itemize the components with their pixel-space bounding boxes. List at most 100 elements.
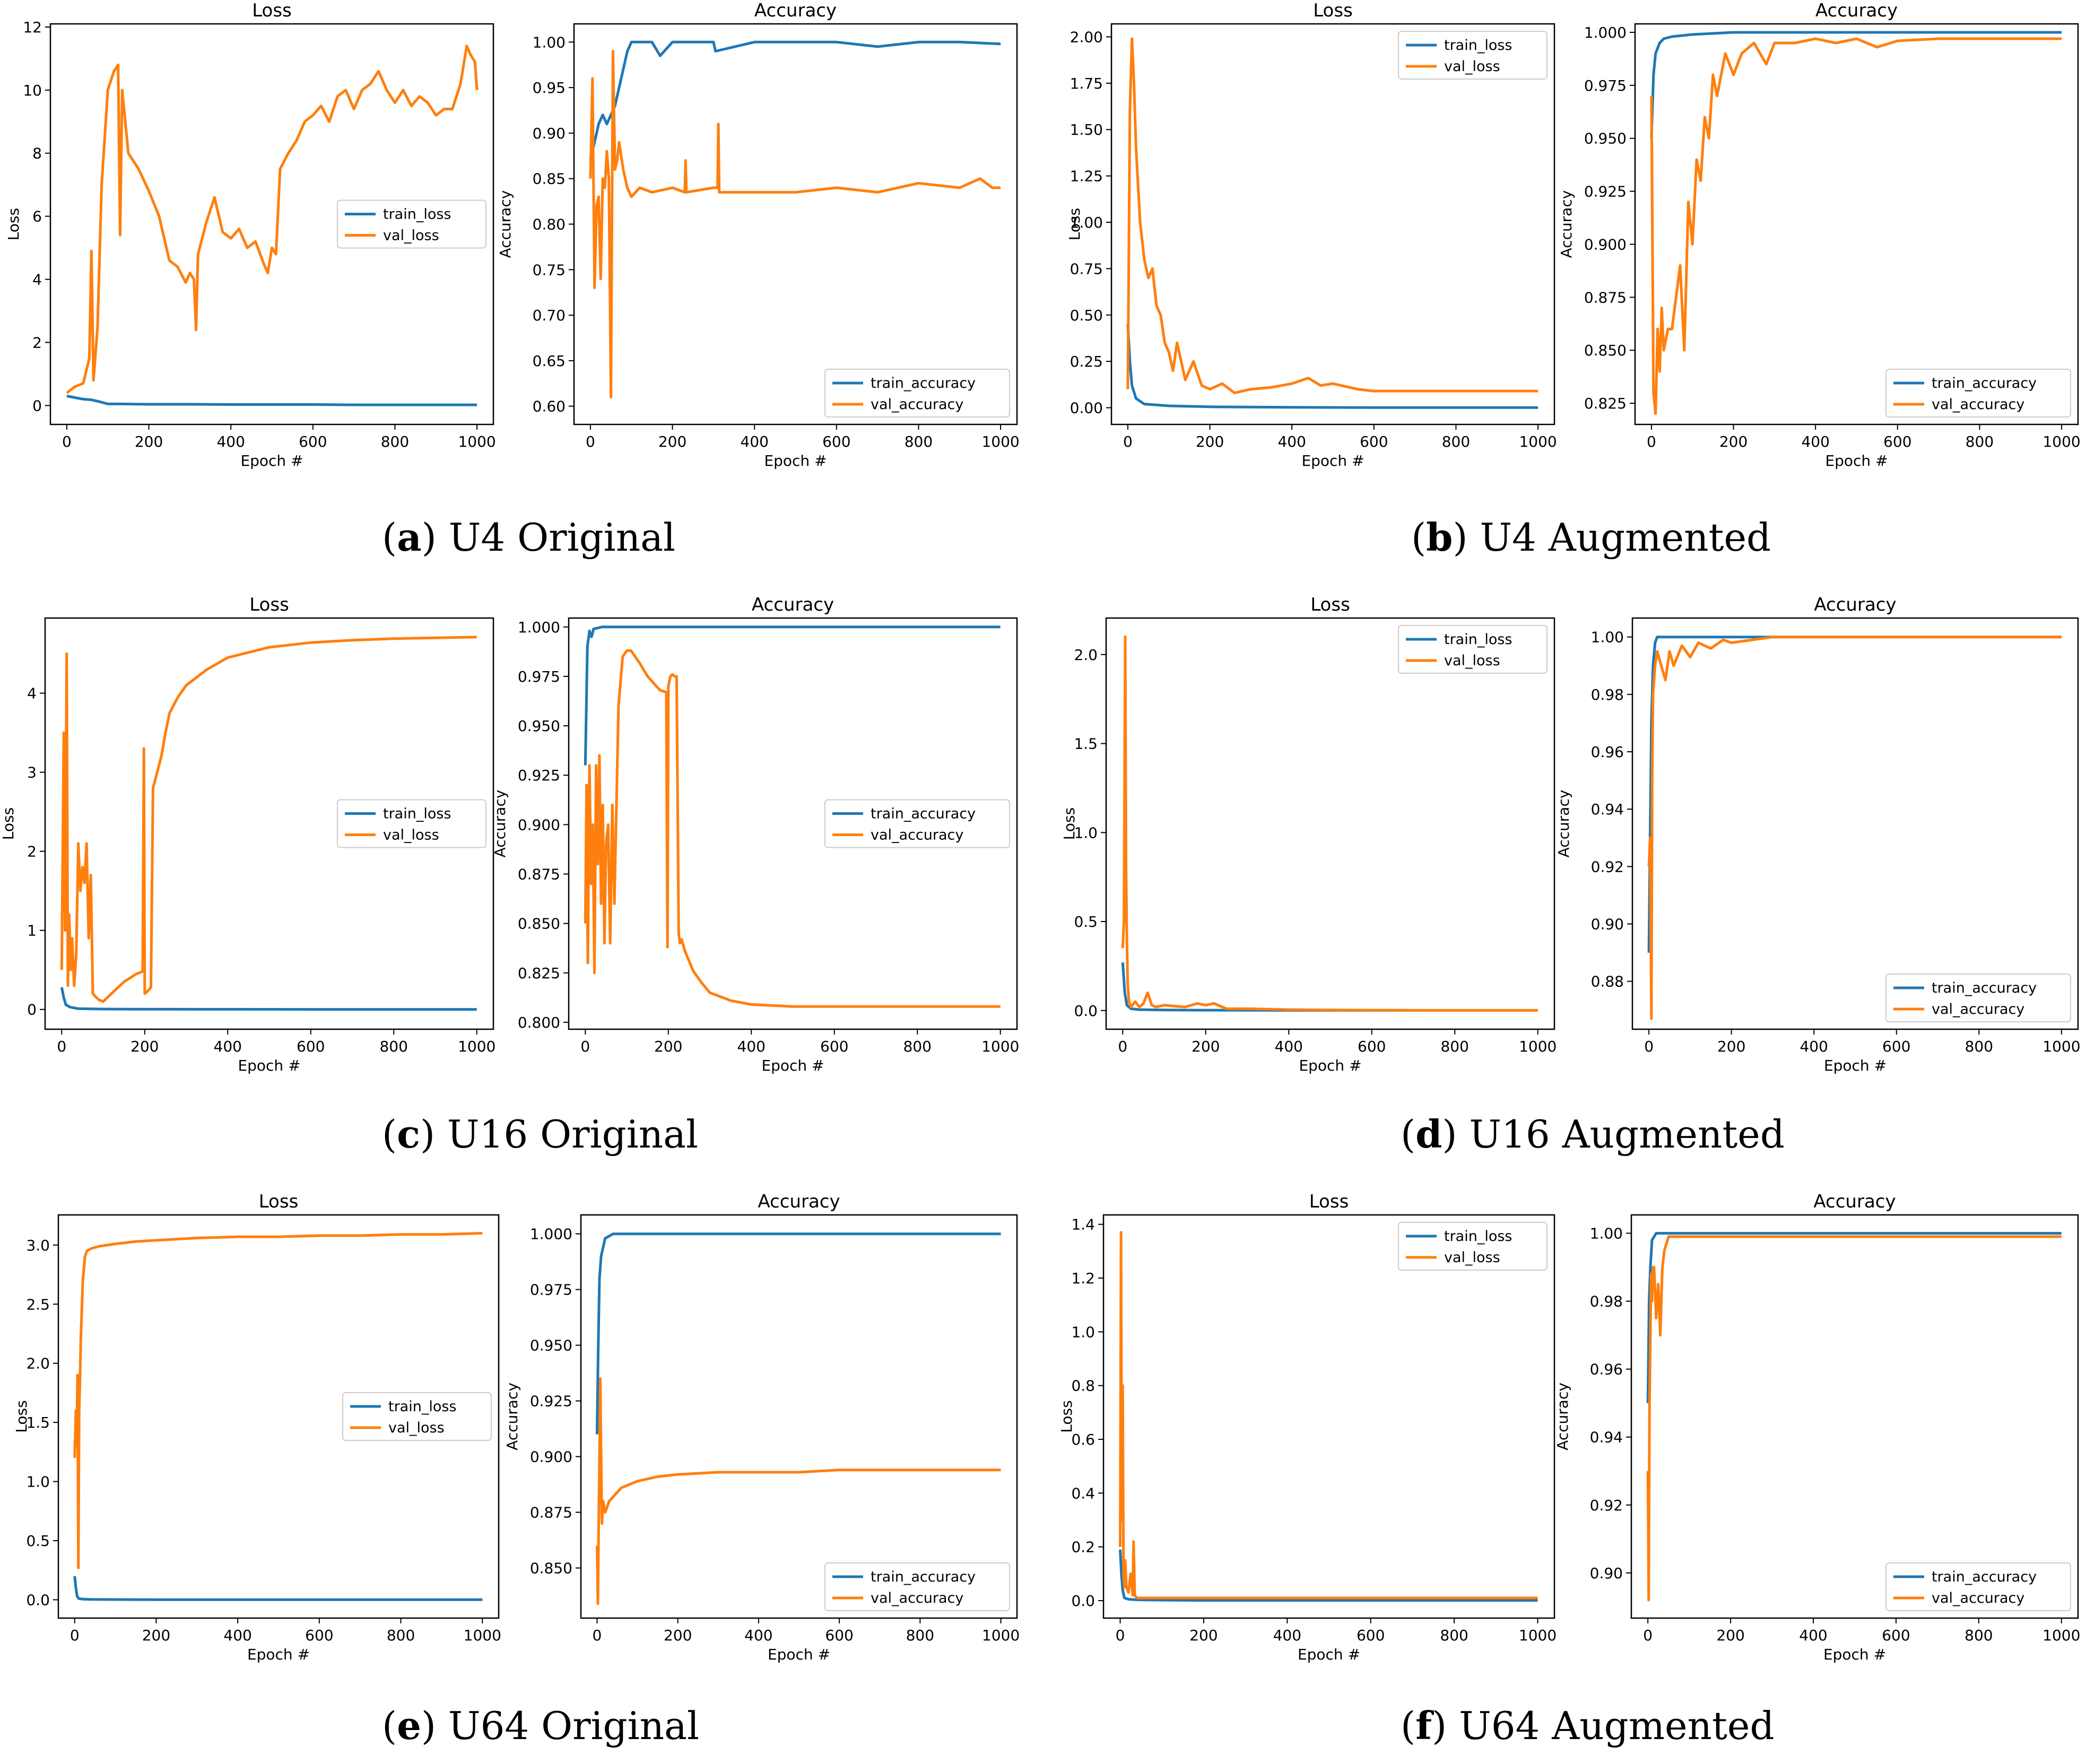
- x-tick-label: 600: [1882, 1038, 1910, 1055]
- axes-frame: [1634, 23, 2079, 425]
- y-tick-label: 0.925: [518, 767, 560, 784]
- chart-title: Loss: [1309, 1191, 1349, 1212]
- series-line-val_loss: [1119, 1231, 1538, 1600]
- axes-frame: [1630, 1214, 2079, 1619]
- legend-label-train_loss: train_loss: [1444, 1228, 1512, 1245]
- y-tick-label: 0.0: [1071, 1592, 1095, 1610]
- legend-label-val_loss: val_loss: [383, 228, 439, 244]
- subplot-e-acc: Accuracy 0 200 400 600 800 1000 0.850 0.875 0.900…: [503, 1191, 1020, 1663]
- subplot-b-loss: Loss 0 200 400 600 800 1000 0.00 0.25 0.50 0.75 1.0…: [1066, 0, 1557, 470]
- x-tick-label: 0: [593, 1627, 602, 1644]
- x-tick-label: 600: [297, 1038, 325, 1055]
- legend: train_loss val_loss: [337, 799, 486, 848]
- y-tick-label: 0.94: [1590, 1429, 1623, 1446]
- x-tick-label: 0: [1644, 1038, 1654, 1055]
- x-tick-label: 600: [1357, 1627, 1385, 1644]
- y-tick-label: 6: [32, 208, 42, 225]
- legend-label-val_accuracy: val_accuracy: [871, 1590, 963, 1606]
- legend-label-val_loss: val_loss: [1444, 1249, 1500, 1266]
- y-tick-label: 0.850: [530, 1560, 572, 1577]
- y-tick-label: 4: [27, 685, 37, 702]
- y-tick-label: 0.96: [1590, 1361, 1623, 1378]
- subplot-b-acc: Accuracy 0 200 400 600 800 1000 0.825 0.850 0.875…: [1558, 0, 2081, 470]
- chart-title: Accuracy: [1813, 1191, 1896, 1212]
- y-tick-label: 0.800: [518, 1014, 560, 1031]
- y-tick-label: 1.0: [1074, 824, 1098, 841]
- x-tick-label: 0: [1118, 1038, 1127, 1055]
- y-axis-label: Loss: [5, 208, 22, 240]
- series-line-train_accuracy: [589, 40, 1001, 161]
- x-tick-label: 1000: [1519, 1038, 1557, 1055]
- caption-d: (d) U16 Augmented: [1401, 1111, 1785, 1157]
- x-tick-label: 400: [223, 1627, 251, 1644]
- x-tick-label: 600: [1360, 433, 1388, 450]
- legend-label-train_accuracy: train_accuracy: [871, 375, 976, 392]
- x-tick-label: 400: [216, 433, 245, 450]
- series-line-train_loss: [1126, 324, 1538, 409]
- x-tick-label: 0: [62, 433, 72, 450]
- x-tick-label: 200: [1716, 1627, 1744, 1644]
- x-tick-label: 200: [1192, 1038, 1220, 1055]
- x-tick-label: 200: [658, 433, 686, 450]
- y-tick-label: 0.00: [1070, 399, 1103, 417]
- y-axis-label: Accuracy: [497, 190, 514, 258]
- subplot-c-loss: Loss 0 200 400 600 800 1000 0 1 2 3 4 Epoch # Loss tra…: [0, 594, 496, 1074]
- legend: train_loss val_loss: [1398, 625, 1548, 674]
- legend: train_loss val_loss: [1398, 31, 1548, 80]
- y-tick-label: 8: [32, 145, 42, 162]
- x-tick-label: 400: [744, 1627, 772, 1644]
- x-axis-label: Epoch #: [238, 1057, 300, 1074]
- x-tick-label: 1000: [2042, 1627, 2080, 1644]
- x-tick-label: 400: [1277, 433, 1306, 450]
- series-line-val_loss: [1126, 37, 1538, 395]
- y-tick-label: 0.88: [1591, 973, 1624, 990]
- y-tick-label: 10: [23, 82, 42, 99]
- y-tick-label: 1.00: [533, 33, 566, 51]
- legend-label-val_accuracy: val_accuracy: [1932, 1590, 2024, 1606]
- legend: train_accuracy val_accuracy: [1885, 974, 2071, 1022]
- legend-label-train_accuracy: train_accuracy: [871, 1569, 976, 1585]
- x-tick-label: 800: [379, 1038, 407, 1055]
- y-tick-label: 0.975: [518, 668, 560, 685]
- legend: train_accuracy val_accuracy: [824, 1562, 1010, 1611]
- y-tick-label: 0.75: [1070, 260, 1103, 277]
- caption-a: (a) U4 Original: [382, 515, 676, 560]
- x-tick-label: 800: [1966, 433, 1994, 450]
- subplot-d-acc: Accuracy 0 200 400 600 800 1000 0.88 0.90 0.92 0.9…: [1555, 594, 2081, 1074]
- x-tick-label: 600: [1358, 1038, 1386, 1055]
- y-tick-label: 1.000: [530, 1226, 572, 1243]
- y-tick-label: 0.50: [1070, 307, 1103, 324]
- y-tick-label: 1.00: [1591, 629, 1624, 646]
- subplot-e-loss: Loss 0 200 400 600 800 1000 0.0 0.5 1.0 1.5 2.0 2.5 3…: [13, 1191, 501, 1663]
- x-tick-label: 1000: [981, 433, 1019, 450]
- y-tick-label: 0.900: [530, 1448, 572, 1466]
- y-axis-label: Accuracy: [1558, 190, 1575, 258]
- x-axis-label: Epoch #: [247, 1646, 310, 1663]
- x-tick-label: 0: [70, 1627, 80, 1644]
- x-tick-label: 1000: [1519, 433, 1557, 450]
- x-tick-label: 0: [57, 1038, 66, 1055]
- y-tick-label: 0.90: [533, 125, 566, 142]
- axes-frame: [57, 1214, 500, 1619]
- x-tick-label: 200: [131, 1038, 159, 1055]
- y-tick-label: 0.96: [1591, 743, 1624, 761]
- y-tick-label: 1.00: [1590, 1225, 1623, 1242]
- x-tick-label: 400: [1801, 433, 1829, 450]
- legend: train_loss val_loss: [1398, 1222, 1548, 1271]
- x-tick-label: 200: [135, 433, 163, 450]
- y-tick-label: 1.2: [1071, 1270, 1095, 1287]
- chart-title: Accuracy: [752, 594, 834, 615]
- y-tick-label: 2.5: [26, 1296, 50, 1313]
- legend-label-val_loss: val_loss: [388, 1420, 445, 1436]
- legend-label-val_accuracy: val_accuracy: [871, 827, 963, 844]
- x-axis-label: Epoch #: [1299, 1057, 1361, 1074]
- y-tick-label: 0.5: [26, 1532, 50, 1550]
- legend-label-val_accuracy: val_accuracy: [1932, 1001, 2024, 1018]
- x-tick-label: 0: [586, 433, 595, 450]
- axes-frame: [568, 617, 1018, 1030]
- x-tick-label: 800: [905, 433, 933, 450]
- x-axis-label: Epoch #: [1824, 1057, 1887, 1074]
- x-tick-label: 800: [1442, 433, 1470, 450]
- x-tick-label: 800: [1964, 1627, 1993, 1644]
- series-line-val_loss: [73, 1232, 483, 1569]
